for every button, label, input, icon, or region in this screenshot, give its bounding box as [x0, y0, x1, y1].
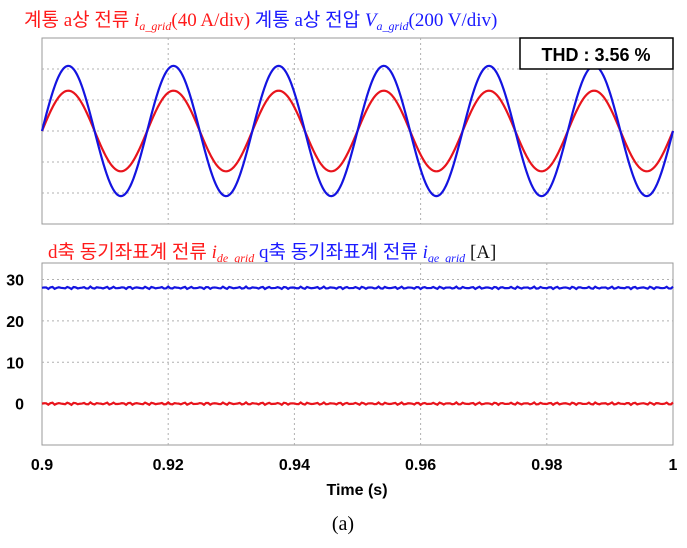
thd-box	[519, 37, 674, 70]
top-chart-title: 계통 a상 전류 ia_grid(40 A/div) 계통 a상 전압 Va_g…	[24, 9, 497, 33]
title-part: a_grid	[376, 19, 409, 33]
figure-caption: (a)	[332, 513, 354, 535]
bottom-plot-frame	[41, 262, 674, 446]
x-tick-label: 0.9	[31, 457, 53, 474]
top-series-line	[40, 64, 675, 198]
title-part: i	[212, 242, 217, 263]
title-part: a_grid	[139, 19, 172, 33]
thd-annotation: THD : 3.56 %	[541, 45, 650, 65]
x-tick-label: 0.98	[531, 457, 562, 474]
title-part: q축 동기좌표계 전류	[254, 241, 422, 263]
title-part: 계통 a상 전압	[250, 9, 365, 31]
bottom-series-lines	[41, 285, 674, 407]
x-axis-label: Time (s)	[326, 482, 387, 499]
bottom-series-line	[41, 400, 674, 407]
bottom-chart-title: d축 동기좌표계 전류 ide_grid q축 동기좌표계 전류 iqe_gri…	[48, 241, 496, 265]
bottom-x-tick-labels: 0.9 0.92 0.94 0.96 0.98 1	[31, 457, 678, 474]
title-part: 계통 a상 전류	[24, 9, 134, 31]
title-part: i	[423, 242, 428, 263]
y-tick-label: 0	[15, 397, 24, 414]
title-part: i	[134, 10, 139, 31]
title-part: (40 A/div)	[171, 10, 250, 31]
bottom-y-tick-labels: 0 10 20 30	[6, 273, 24, 414]
title-part: (200 V/div)	[409, 10, 498, 31]
title-part: de_grid	[217, 251, 255, 265]
title-part: V	[365, 10, 379, 31]
x-tick-label: 0.94	[279, 457, 310, 474]
y-tick-label: 20	[6, 314, 24, 331]
x-tick-label: 0.96	[405, 457, 436, 474]
title-part: d축 동기좌표계 전류	[48, 241, 212, 263]
dq-current-chart: d축 동기좌표계 전류 ide_grid q축 동기좌표계 전류 iqe_gri…	[6, 241, 677, 499]
y-tick-label: 10	[6, 355, 24, 372]
x-tick-label: 0.92	[153, 457, 184, 474]
y-tick-label: 30	[6, 273, 24, 290]
top-series-lines	[40, 64, 675, 198]
title-part: qe_grid	[428, 251, 466, 265]
voltage-current-chart: 계통 a상 전류 ia_grid(40 A/div) 계통 a상 전압 Va_g…	[24, 9, 675, 225]
x-tick-label: 1	[669, 457, 678, 474]
bottom-series-line	[41, 285, 674, 291]
title-part: [A]	[465, 242, 496, 263]
